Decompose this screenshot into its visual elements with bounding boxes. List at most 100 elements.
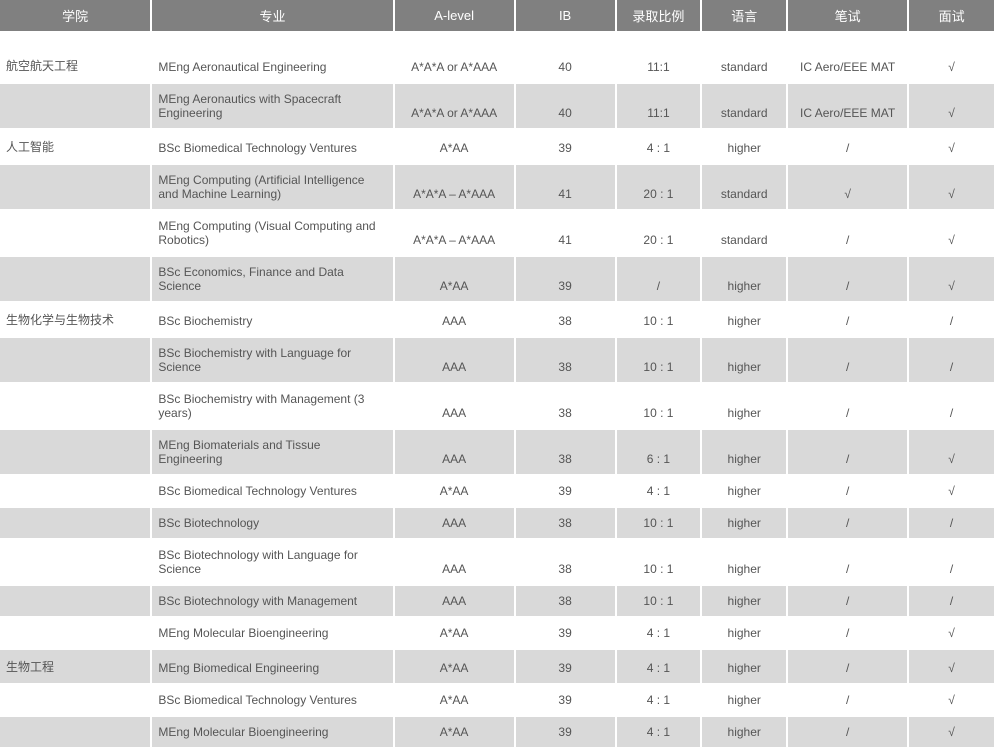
cell-alevel: AAA <box>394 429 515 475</box>
cell-intv: √ <box>908 716 994 748</box>
cell-major: MEng Molecular Bioengineering <box>151 617 393 649</box>
table-row: MEng Biomaterials and Tissue Engineering… <box>0 429 994 475</box>
cell-intv: √ <box>908 649 994 684</box>
cell-faculty: 生物工程 <box>0 649 151 684</box>
col-header-test: 笔试 <box>787 0 908 31</box>
cell-ratio: 10 : 1 <box>616 383 702 429</box>
cell-intv: √ <box>908 256 994 302</box>
cell-major: MEng Aeronautics with Spacecraft Enginee… <box>151 83 393 129</box>
cell-intv: √ <box>908 129 994 164</box>
table-row: BSc Biomedical Technology VenturesA*AA39… <box>0 684 994 716</box>
cell-alevel: A*A*A or A*AAA <box>394 83 515 129</box>
cell-alevel: AAA <box>394 337 515 383</box>
cell-alevel: A*AA <box>394 129 515 164</box>
cell-alevel: AAA <box>394 585 515 617</box>
cell-test: / <box>787 684 908 716</box>
cell-major: BSc Biochemistry with Language for Scien… <box>151 337 393 383</box>
table-row: BSc BiotechnologyAAA3810 : 1higher// <box>0 507 994 539</box>
cell-alevel: A*A*A – A*AAA <box>394 210 515 256</box>
cell-test: / <box>787 649 908 684</box>
col-header-faculty: 学院 <box>0 0 151 31</box>
table-row: MEng Aeronautics with Spacecraft Enginee… <box>0 83 994 129</box>
cell-faculty <box>0 539 151 585</box>
cell-alevel: A*AA <box>394 617 515 649</box>
cell-ratio: 10 : 1 <box>616 507 702 539</box>
table-row: BSc Economics, Finance and Data ScienceA… <box>0 256 994 302</box>
cell-ib: 38 <box>515 585 616 617</box>
cell-intv: / <box>908 539 994 585</box>
cell-ratio: 4 : 1 <box>616 617 702 649</box>
cell-ratio: 6 : 1 <box>616 429 702 475</box>
cell-major: BSc Biotechnology with Management <box>151 585 393 617</box>
cell-test: / <box>787 129 908 164</box>
table-row: MEng Molecular BioengineeringA*AA394 : 1… <box>0 617 994 649</box>
cell-test: / <box>787 475 908 507</box>
table-row: MEng Computing (Visual Computing and Rob… <box>0 210 994 256</box>
cell-major: BSc Biotechnology <box>151 507 393 539</box>
cell-alevel: AAA <box>394 539 515 585</box>
cell-major: MEng Biomaterials and Tissue Engineering <box>151 429 393 475</box>
table-row: 生物工程MEng Biomedical EngineeringA*AA394 :… <box>0 649 994 684</box>
table-header: 学院 专业 A-level IB 录取比例 语言 笔试 面试 <box>0 0 994 31</box>
cell-faculty <box>0 585 151 617</box>
cell-ib: 38 <box>515 302 616 337</box>
cell-intv: / <box>908 337 994 383</box>
cell-lang: higher <box>701 256 787 302</box>
col-header-intv: 面试 <box>908 0 994 31</box>
cell-test: / <box>787 539 908 585</box>
cell-intv: √ <box>908 49 994 83</box>
cell-alevel: AAA <box>394 302 515 337</box>
table-row: BSc Biotechnology with ManagementAAA3810… <box>0 585 994 617</box>
table-row: MEng Computing (Artificial Intelligence … <box>0 164 994 210</box>
cell-major: MEng Computing (Artificial Intelligence … <box>151 164 393 210</box>
cell-faculty <box>0 684 151 716</box>
cell-major: MEng Computing (Visual Computing and Rob… <box>151 210 393 256</box>
cell-ib: 38 <box>515 337 616 383</box>
cell-lang: higher <box>701 302 787 337</box>
cell-intv: √ <box>908 475 994 507</box>
col-header-ib: IB <box>515 0 616 31</box>
cell-intv: √ <box>908 83 994 129</box>
cell-faculty: 人工智能 <box>0 129 151 164</box>
cell-lang: higher <box>701 475 787 507</box>
cell-faculty <box>0 617 151 649</box>
cell-lang: standard <box>701 49 787 83</box>
cell-alevel: A*AA <box>394 475 515 507</box>
cell-faculty <box>0 164 151 210</box>
cell-lang: higher <box>701 129 787 164</box>
cell-ib: 40 <box>515 83 616 129</box>
cell-alevel: A*AA <box>394 684 515 716</box>
cell-major: MEng Molecular Bioengineering <box>151 716 393 748</box>
cell-alevel: A*A*A – A*AAA <box>394 164 515 210</box>
cell-lang: standard <box>701 164 787 210</box>
col-header-ratio: 录取比例 <box>616 0 702 31</box>
cell-intv: √ <box>908 684 994 716</box>
cell-intv: √ <box>908 617 994 649</box>
cell-major: BSc Biotechnology with Language for Scie… <box>151 539 393 585</box>
cell-lang: standard <box>701 83 787 129</box>
cell-alevel: A*A*A or A*AAA <box>394 49 515 83</box>
cell-alevel: A*AA <box>394 256 515 302</box>
cell-major: BSc Biomedical Technology Ventures <box>151 475 393 507</box>
cell-lang: higher <box>701 539 787 585</box>
cell-test: / <box>787 716 908 748</box>
cell-ib: 39 <box>515 617 616 649</box>
cell-alevel: A*AA <box>394 716 515 748</box>
col-header-major: 专业 <box>151 0 393 31</box>
table-row: BSc Biochemistry with Management (3 year… <box>0 383 994 429</box>
cell-ratio: 4 : 1 <box>616 684 702 716</box>
cell-test: IC Aero/EEE MAT <box>787 49 908 83</box>
cell-test: / <box>787 507 908 539</box>
cell-intv: √ <box>908 210 994 256</box>
cell-ratio: 11:1 <box>616 49 702 83</box>
cell-ib: 39 <box>515 256 616 302</box>
cell-ib: 39 <box>515 716 616 748</box>
table-row: 人工智能BSc Biomedical Technology VenturesA*… <box>0 129 994 164</box>
cell-ratio: 4 : 1 <box>616 716 702 748</box>
cell-test: / <box>787 585 908 617</box>
cell-faculty <box>0 83 151 129</box>
cell-ratio: 4 : 1 <box>616 649 702 684</box>
cell-ratio: 4 : 1 <box>616 475 702 507</box>
cell-alevel: A*AA <box>394 649 515 684</box>
cell-ib: 40 <box>515 49 616 83</box>
